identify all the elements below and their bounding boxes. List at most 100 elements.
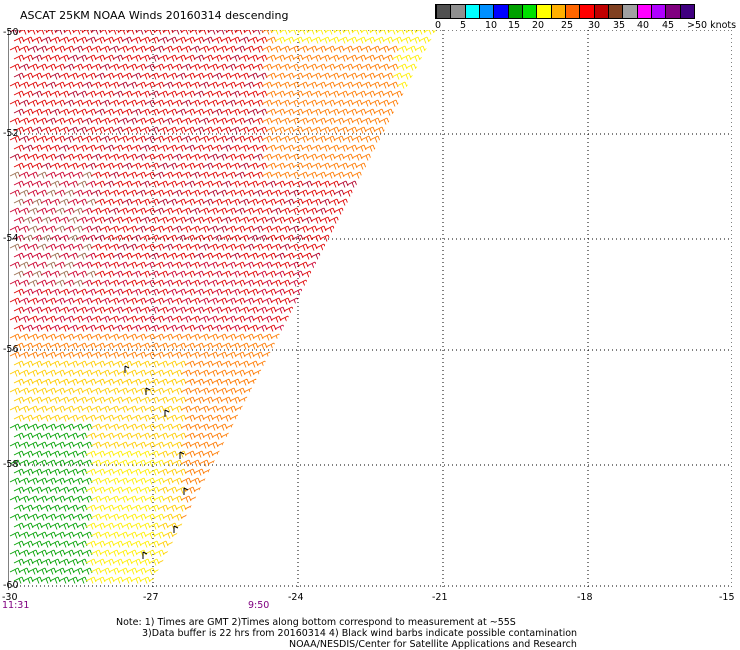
wind-barb (31, 540, 43, 548)
wind-barb (319, 108, 331, 116)
wind-barb (144, 153, 156, 161)
wind-barb (180, 369, 192, 377)
wind-barb (202, 180, 214, 188)
wind-barb (220, 234, 232, 242)
wind-barb (198, 171, 210, 179)
wind-barb (67, 252, 79, 260)
wind-barb (184, 180, 196, 188)
wind-barb (220, 180, 232, 188)
wind-barb (207, 171, 219, 179)
wind-barb (27, 459, 39, 467)
wind-barb (288, 279, 300, 287)
wind-barb (234, 153, 246, 161)
wind-barb (229, 216, 241, 224)
wind-barb (184, 144, 196, 152)
wind-barb (162, 63, 174, 71)
wind-barb (81, 369, 93, 377)
wind-barb (18, 297, 30, 305)
wind-barb (36, 99, 48, 107)
wind-barb (243, 30, 255, 35)
wind-barb (328, 36, 340, 44)
wind-barb (130, 342, 142, 350)
wind-barb (207, 153, 219, 161)
wind-barb (175, 414, 187, 422)
wind-barb (166, 378, 178, 386)
wind-barb (58, 108, 70, 116)
wind-barb (108, 387, 120, 395)
wind-barb (310, 108, 322, 116)
wind-barb (9, 117, 21, 125)
wind-barb (364, 126, 376, 134)
wind-barb (76, 342, 88, 350)
colorbar-tick-label: 30 (588, 20, 601, 31)
wind-barb (162, 135, 174, 143)
wind-barb (148, 522, 160, 530)
wind-barb (58, 270, 70, 278)
wind-barb (90, 441, 102, 449)
wind-barb (36, 117, 48, 125)
wind-barb (18, 30, 30, 35)
wind-barb (130, 36, 142, 44)
wind-barb (76, 252, 88, 260)
wind-barb (108, 315, 120, 323)
wind-barb (103, 126, 115, 134)
wind-barb (22, 126, 34, 134)
wind-barb (121, 522, 133, 530)
wind-barb (153, 261, 165, 269)
wind-barb (229, 54, 241, 62)
wind-barb (99, 567, 111, 575)
wind-barb (162, 351, 174, 359)
wind-barb (184, 324, 196, 332)
wind-barb (157, 468, 169, 476)
wind-barb (36, 333, 48, 341)
wind-barb (310, 180, 322, 188)
wind-barb (166, 306, 178, 314)
wind-barb (130, 378, 142, 386)
wind-barb (198, 261, 210, 269)
wind-barb (139, 396, 151, 404)
wind-barb (342, 45, 354, 53)
wind-barb (306, 63, 318, 71)
wind-barb (202, 126, 214, 134)
wind-barb (256, 270, 268, 278)
wind-barb (283, 162, 295, 170)
wind-barb (72, 279, 84, 287)
wind-barb (76, 306, 88, 314)
wind-barb (369, 117, 381, 125)
wind-barb (90, 225, 102, 233)
wind-barb (94, 162, 106, 170)
wind-barb (144, 405, 156, 413)
wind-barb (72, 225, 84, 233)
wind-barb (99, 171, 111, 179)
wind-barb (112, 162, 124, 170)
wind-barb (162, 117, 174, 125)
wind-barb (234, 405, 246, 413)
wind-barb (54, 45, 66, 53)
wind-barb (270, 315, 282, 323)
wind-barb (171, 225, 183, 233)
wind-barb (270, 225, 282, 233)
wind-barb (247, 90, 259, 98)
wind-barb (243, 333, 255, 341)
wind-barb (234, 387, 246, 395)
wind-barb (274, 324, 286, 332)
wind-barb (99, 549, 111, 557)
wind-barb (157, 198, 169, 206)
wind-barb (324, 135, 336, 143)
wind-barb (58, 288, 70, 296)
wind-barb (27, 531, 39, 539)
wind-barb (162, 225, 174, 233)
wind-barb (117, 333, 129, 341)
wind-barb (108, 225, 120, 233)
wind-barb (360, 63, 372, 71)
wind-barb (261, 153, 273, 161)
wind-barb (117, 153, 129, 161)
wind-barb (216, 207, 228, 215)
wind-barb (315, 45, 327, 53)
wind-barb (108, 513, 120, 521)
wind-barb (324, 117, 336, 125)
wind-barb (198, 423, 210, 431)
wind-barb (342, 153, 354, 161)
wind-barb (18, 351, 30, 359)
wind-barb (256, 234, 268, 242)
